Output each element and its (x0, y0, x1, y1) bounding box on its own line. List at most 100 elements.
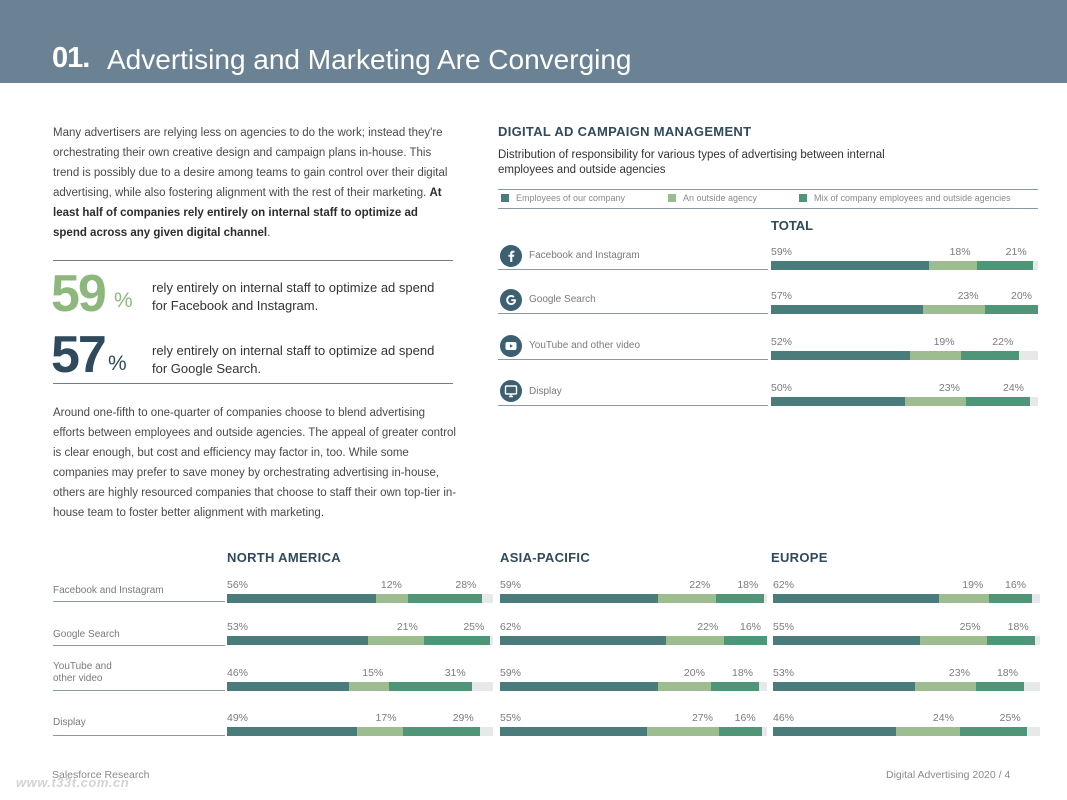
footer-title: Digital Advertising 2020 (886, 769, 996, 781)
data-label: 55% (773, 621, 795, 633)
data-label: 12% (380, 579, 402, 591)
data-label: 46% (227, 667, 249, 679)
bar-segment (773, 594, 939, 603)
data-label: 22% (697, 621, 719, 633)
intro-text: Many advertisers are relying less on age… (53, 127, 448, 199)
legend-bottom-rule (498, 208, 1038, 209)
data-label: 18% (731, 667, 753, 679)
bar-segment (928, 261, 977, 270)
bar-segment (986, 636, 1035, 645)
watermark: www.t33t.com.cn (16, 775, 130, 790)
bar-track (771, 261, 1038, 270)
data-label: 57% (771, 290, 793, 302)
row-rule (498, 313, 768, 314)
bar-segment (771, 305, 924, 314)
data-label: 18% (737, 579, 759, 591)
youtube-icon (500, 335, 522, 357)
data-label: 59% (771, 246, 793, 258)
data-label: 59% (500, 579, 522, 591)
legend-item-employees: Employees of our company (501, 193, 625, 203)
bar-segment (665, 636, 725, 645)
bar-segment (773, 727, 896, 736)
data-label: 27% (691, 712, 713, 724)
bar-track (773, 594, 1040, 603)
chart-subtitle: Distribution of responsibility for vario… (498, 149, 885, 176)
bar-segment (904, 397, 966, 406)
data-label: 25% (463, 621, 485, 633)
bar-segment (773, 682, 915, 691)
data-label: 59% (500, 667, 522, 679)
bar-track (227, 727, 493, 736)
bar-segment (965, 397, 1030, 406)
bar-segment (402, 727, 480, 736)
stat-text-google: rely entirely on internal staff to optim… (152, 343, 435, 376)
page-number: 4 (1004, 769, 1011, 781)
bar-track (771, 397, 1038, 406)
legend-label: Mix of company employees and outside age… (814, 193, 1011, 203)
data-label: 56% (227, 579, 249, 591)
bar-segment (909, 351, 961, 360)
bar-segment (960, 351, 1020, 360)
legend-swatch (799, 194, 807, 202)
region-row-label: YouTube and other video (53, 661, 112, 684)
stat-text-facebook: rely entirely on internal staff to optim… (152, 280, 435, 313)
bar-segment (500, 594, 658, 603)
bar-segment (895, 727, 960, 736)
data-label: 53% (773, 667, 795, 679)
divider (53, 383, 453, 384)
intro-end: . (267, 227, 271, 239)
bar-segment (975, 682, 1024, 691)
row-rule (498, 359, 768, 360)
region-heading-europe: EUROPE (771, 550, 828, 565)
data-label: 22% (689, 579, 711, 591)
data-label: 31% (444, 667, 466, 679)
bar-track (227, 636, 493, 645)
legend-swatch (668, 194, 676, 202)
stat-value-google: 57 (51, 326, 107, 384)
bar-track (771, 305, 1038, 314)
region-row-label: Facebook and Instagram (53, 585, 164, 596)
bar-track (227, 594, 493, 603)
bar-segment (657, 594, 717, 603)
data-label: 16% (740, 621, 762, 633)
total-heading: TOTAL (771, 218, 814, 233)
data-label: 62% (500, 621, 522, 633)
bar-track (773, 727, 1040, 736)
data-label: 17% (375, 712, 397, 724)
bar-segment (771, 397, 905, 406)
region-heading-north-america: NORTH AMERICA (227, 550, 341, 565)
data-label: 24% (1002, 382, 1024, 394)
bar-segment (500, 682, 658, 691)
bar-segment (367, 636, 424, 645)
data-label: 49% (227, 712, 249, 724)
data-label: 19% (962, 579, 984, 591)
google-icon (500, 289, 522, 311)
body-paragraph: Around one-fifth to one-quarter of compa… (53, 407, 457, 519)
row-rule (53, 690, 225, 691)
legend-top-rule (498, 189, 1038, 190)
category-label: YouTube and other video (529, 340, 641, 351)
facebook-icon (500, 245, 522, 267)
footer-source: Salesforce Research (52, 769, 150, 781)
region-heading-asia-pacific: ASIA-PACIFIC (500, 550, 591, 565)
data-label: 52% (771, 336, 793, 348)
bar-segment (357, 727, 403, 736)
bar-segment (500, 636, 666, 645)
data-label: 18% (949, 246, 971, 258)
bar-track (500, 594, 767, 603)
data-label: 18% (1007, 621, 1029, 633)
bar-track (773, 636, 1040, 645)
data-label: 19% (933, 336, 955, 348)
legend-item-mix: Mix of company employees and outside age… (799, 193, 1011, 203)
data-label: 15% (362, 667, 384, 679)
bar-segment (959, 727, 1027, 736)
bar-track (773, 682, 1040, 691)
bar-segment (227, 594, 376, 603)
data-label: 20% (683, 667, 705, 679)
data-label: 16% (1004, 579, 1026, 591)
data-label: 22% (992, 336, 1014, 348)
bar-track (227, 682, 493, 691)
category-label: Google Search (529, 294, 596, 305)
bar-segment (227, 636, 368, 645)
row-rule (498, 269, 768, 270)
